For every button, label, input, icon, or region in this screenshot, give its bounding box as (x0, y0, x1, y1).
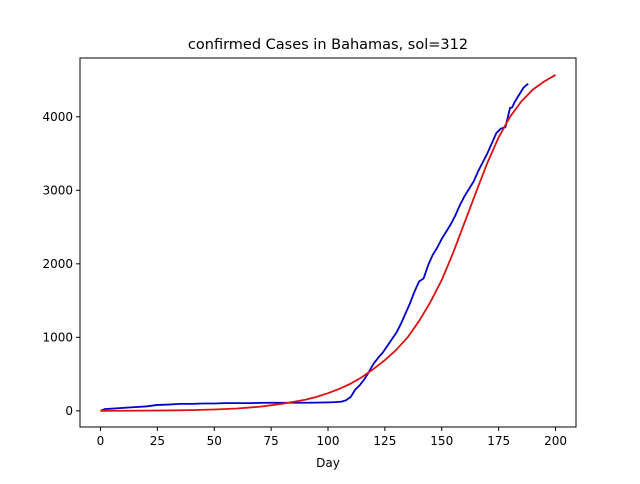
y-tick-label: 4000 (42, 110, 73, 124)
x-tick-label: 150 (430, 434, 453, 448)
x-tick-label: 50 (207, 434, 222, 448)
x-tick-label: 0 (97, 434, 105, 448)
plot-frame (79, 57, 577, 428)
x-tick-label: 100 (317, 434, 340, 448)
series-line-2 (100, 74, 556, 412)
x-tick-label: 75 (263, 434, 278, 448)
x-tick-label: 175 (487, 434, 510, 448)
series-layer (100, 74, 556, 412)
series-line-1 (100, 83, 529, 412)
x-tick-label: 125 (373, 434, 396, 448)
chart-title: confirmed Cases in Bahamas, sol=312 (188, 37, 468, 53)
y-tick-label: 3000 (42, 183, 73, 197)
x-tick-label: 200 (544, 434, 567, 448)
x-tick-label: 25 (150, 434, 165, 448)
x-axis-label: Day (316, 456, 340, 470)
y-tick-label: 1000 (42, 330, 73, 344)
y-tick-label: 2000 (42, 257, 73, 271)
y-tick-label: 0 (65, 404, 73, 418)
